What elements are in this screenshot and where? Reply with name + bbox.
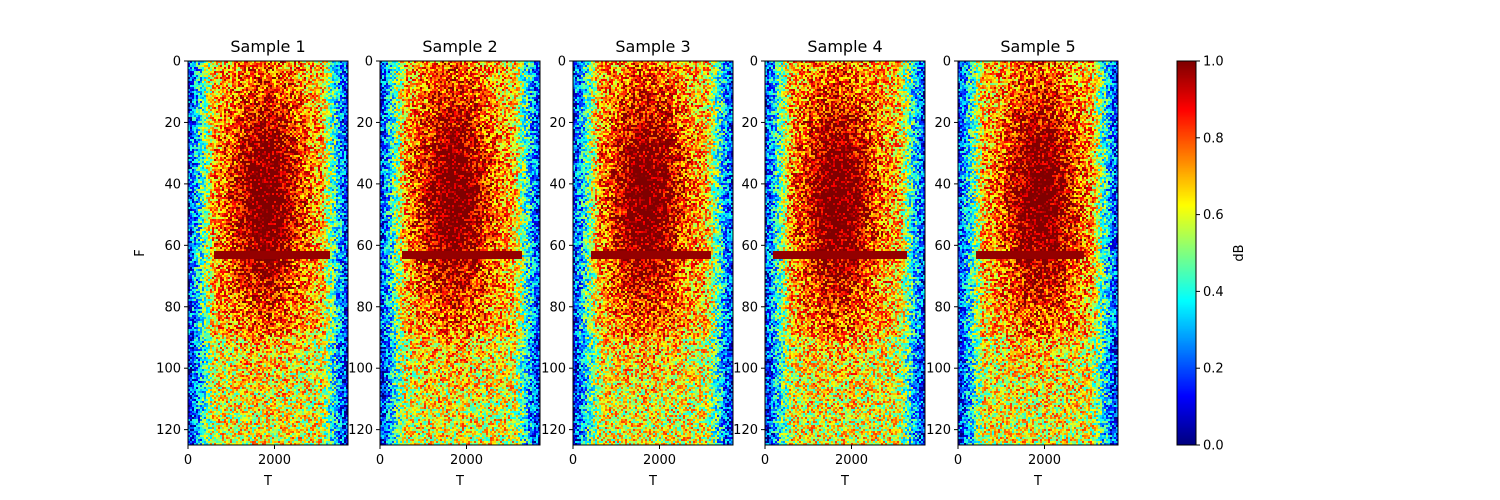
y-tick-label: 80 bbox=[356, 300, 373, 315]
y-tick-label: 80 bbox=[934, 300, 951, 315]
colorbar-tick-label: 0.6 bbox=[1203, 208, 1224, 223]
x-axis-label: T bbox=[455, 474, 464, 489]
y-tick-label: 40 bbox=[549, 177, 566, 192]
y-tick-label: 100 bbox=[733, 362, 758, 377]
colorbar-tick-label: 0.2 bbox=[1203, 362, 1224, 377]
y-tick-label: 20 bbox=[934, 116, 951, 131]
y-tick-label: 20 bbox=[549, 116, 566, 131]
y-tick-label: 40 bbox=[934, 177, 951, 192]
panel-title: Sample 4 bbox=[807, 37, 882, 56]
x-tick-label: 2000 bbox=[1028, 453, 1061, 468]
colorbar-tick-label: 0.0 bbox=[1203, 439, 1224, 454]
x-axis-label: T bbox=[840, 474, 849, 489]
axes-frame bbox=[379, 60, 541, 446]
x-tick-label: 2000 bbox=[258, 453, 291, 468]
x-tick-label: 2000 bbox=[643, 453, 676, 468]
panel-title: Sample 2 bbox=[422, 37, 497, 56]
axes-frame bbox=[764, 60, 926, 446]
axes-frame bbox=[957, 60, 1119, 446]
colorbar-tick-label: 0.4 bbox=[1203, 285, 1224, 300]
y-tick-label: 60 bbox=[741, 239, 758, 254]
x-tick-label: 0 bbox=[184, 453, 192, 468]
y-tick-label: 0 bbox=[750, 55, 758, 70]
y-tick-label: 120 bbox=[926, 423, 951, 438]
x-axis-label: T bbox=[648, 474, 657, 489]
axes-frame bbox=[187, 60, 349, 446]
y-tick-label: 100 bbox=[348, 362, 373, 377]
colorbar: 0.0 0.2 0.4 0.6 0.8 1.0 dB bbox=[1176, 55, 1247, 454]
y-tick-label: 80 bbox=[741, 300, 758, 315]
y-tick-label: 0 bbox=[558, 55, 566, 70]
y-tick-label: 0 bbox=[173, 55, 181, 70]
y-tick-label: 0 bbox=[365, 55, 373, 70]
colorbar-gradient bbox=[1177, 61, 1196, 445]
heatmap-sample-3 bbox=[573, 61, 733, 445]
y-tick-label: 40 bbox=[164, 177, 181, 192]
heatmap-sample-1 bbox=[188, 61, 348, 445]
y-tick-label: 60 bbox=[934, 239, 951, 254]
y-tick-label: 80 bbox=[549, 300, 566, 315]
y-tick-label: 80 bbox=[164, 300, 181, 315]
panel-title: Sample 5 bbox=[1000, 37, 1075, 56]
x-tick-label: 2000 bbox=[835, 453, 868, 468]
y-tick-label: 100 bbox=[926, 362, 951, 377]
heatmap-sample-4 bbox=[765, 61, 925, 445]
y-tick-label: 20 bbox=[356, 116, 373, 131]
axes-frame bbox=[572, 60, 734, 446]
y-tick-label: 40 bbox=[356, 177, 373, 192]
y-tick-label: 20 bbox=[164, 116, 181, 131]
x-tick-label: 0 bbox=[376, 453, 384, 468]
x-tick-label: 0 bbox=[569, 453, 577, 468]
colorbar-frame bbox=[1176, 60, 1197, 446]
y-tick-label: 60 bbox=[356, 239, 373, 254]
y-tick-label: 60 bbox=[164, 239, 181, 254]
colorbar-label: dB bbox=[1232, 244, 1247, 261]
panel-title: Sample 3 bbox=[615, 37, 690, 56]
x-axis-label: T bbox=[1033, 474, 1042, 489]
x-tick-label: 0 bbox=[954, 453, 962, 468]
colorbar-tick-label: 1.0 bbox=[1203, 55, 1224, 70]
y-tick-label: 20 bbox=[741, 116, 758, 131]
x-tick-label: 0 bbox=[761, 453, 769, 468]
heatmap-sample-5 bbox=[958, 61, 1118, 445]
y-tick-label: 120 bbox=[156, 423, 181, 438]
y-tick-label: 120 bbox=[348, 423, 373, 438]
y-axis-label: F bbox=[133, 249, 148, 256]
heatmap-sample-2 bbox=[380, 61, 540, 445]
y-tick-label: 0 bbox=[943, 55, 951, 70]
x-axis-label: T bbox=[263, 474, 272, 489]
y-tick-label: 120 bbox=[541, 423, 566, 438]
y-tick-label: 100 bbox=[541, 362, 566, 377]
colorbar-tick-label: 0.8 bbox=[1203, 131, 1224, 146]
y-tick-label: 60 bbox=[549, 239, 566, 254]
y-tick-label: 120 bbox=[733, 423, 758, 438]
y-tick-label: 40 bbox=[741, 177, 758, 192]
x-tick-label: 2000 bbox=[450, 453, 483, 468]
y-tick-label: 100 bbox=[156, 362, 181, 377]
panel-title: Sample 1 bbox=[230, 37, 305, 56]
